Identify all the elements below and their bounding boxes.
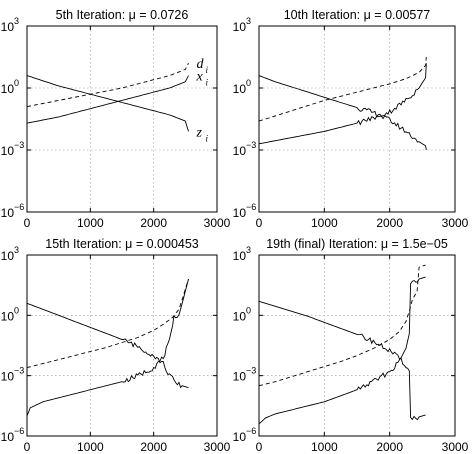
y-tick-label: 10 — [1, 206, 15, 220]
y-tick-exponent: −6 — [14, 426, 24, 436]
x-tick-label: 3000 — [204, 440, 231, 454]
series-line-2 — [258, 276, 426, 425]
y-tick-label: 10 — [1, 20, 15, 34]
series-line-3 — [26, 302, 189, 389]
y-tick-exponent: −6 — [246, 202, 256, 212]
series-line-3 — [258, 75, 427, 151]
y-tick-exponent: −3 — [14, 140, 24, 150]
y-tick-exponent: 0 — [246, 78, 251, 88]
y-tick-exponent: −3 — [246, 366, 256, 376]
series-label-subscript: i — [206, 78, 209, 88]
series-label-subscript: i — [206, 65, 209, 75]
x-tick-label: 1000 — [311, 440, 338, 454]
x-tick-label: 0 — [256, 216, 263, 230]
y-tick-exponent: 3 — [246, 245, 251, 255]
plot-frame — [26, 25, 218, 213]
y-tick-label: 10 — [233, 309, 247, 323]
y-tick-exponent: −3 — [246, 140, 256, 150]
y-tick-label: 10 — [233, 20, 247, 34]
y-tick-label: 10 — [1, 249, 15, 263]
y-tick-exponent: −6 — [14, 202, 24, 212]
y-tick-label: 10 — [233, 370, 247, 384]
series-line-3 — [26, 75, 189, 132]
y-tick-label: 10 — [233, 82, 247, 96]
y-tick-exponent: 3 — [14, 16, 19, 26]
x-tick-label: 2000 — [140, 440, 167, 454]
x-tick-label: 1000 — [77, 440, 104, 454]
y-tick-label: 10 — [1, 144, 15, 158]
series-line-2 — [26, 278, 189, 417]
x-tick-label: 1000 — [311, 216, 338, 230]
y-tick-label: 10 — [233, 144, 247, 158]
x-tick-label: 3000 — [442, 440, 469, 454]
y-tick-exponent: 0 — [246, 305, 251, 315]
plot-frame — [258, 254, 456, 437]
series-line-3 — [258, 300, 426, 421]
y-tick-label: 10 — [233, 206, 247, 220]
series-line-1 — [26, 62, 189, 108]
y-tick-label: 10 — [1, 430, 15, 444]
y-tick-label: 10 — [1, 82, 15, 96]
chart-title: 19th (final) Iteration: μ = 1.5e−05 — [266, 237, 448, 251]
y-tick-exponent: 3 — [14, 245, 19, 255]
x-tick-label: 3000 — [204, 216, 231, 230]
x-tick-label: 2000 — [376, 216, 403, 230]
chart-title: 5th Iteration: μ = 0.0726 — [56, 8, 189, 22]
x-tick-label: 0 — [24, 216, 31, 230]
series-label-subscript: i — [206, 133, 209, 143]
x-tick-label: 2000 — [140, 216, 167, 230]
y-tick-exponent: −3 — [14, 366, 24, 376]
x-tick-label: 0 — [24, 440, 31, 454]
series-label: x — [196, 70, 204, 85]
chart-title: 10th Iteration: μ = 0.00577 — [284, 8, 431, 22]
series-label: d — [197, 57, 205, 72]
plot-frame — [258, 25, 456, 213]
y-tick-exponent: 0 — [14, 305, 19, 315]
series-line-2 — [258, 63, 427, 145]
y-tick-exponent: −6 — [246, 426, 256, 436]
y-tick-label: 10 — [233, 249, 247, 263]
series-line-1 — [258, 56, 427, 122]
x-tick-label: 0 — [256, 440, 263, 454]
x-tick-label: 1000 — [77, 216, 104, 230]
plot-frame — [26, 254, 218, 437]
chart-title: 15th Iteration: μ = 0.000453 — [45, 237, 199, 251]
y-tick-exponent: 0 — [14, 78, 19, 88]
series-label: z — [196, 125, 203, 140]
y-tick-label: 10 — [1, 370, 15, 384]
y-tick-label: 10 — [233, 430, 247, 444]
x-tick-label: 2000 — [376, 440, 403, 454]
y-tick-label: 10 — [1, 309, 15, 323]
series-line-2 — [26, 75, 189, 124]
x-tick-label: 3000 — [442, 216, 469, 230]
series-line-1 — [26, 278, 189, 369]
series-line-1 — [258, 264, 426, 387]
y-tick-exponent: 3 — [246, 16, 251, 26]
